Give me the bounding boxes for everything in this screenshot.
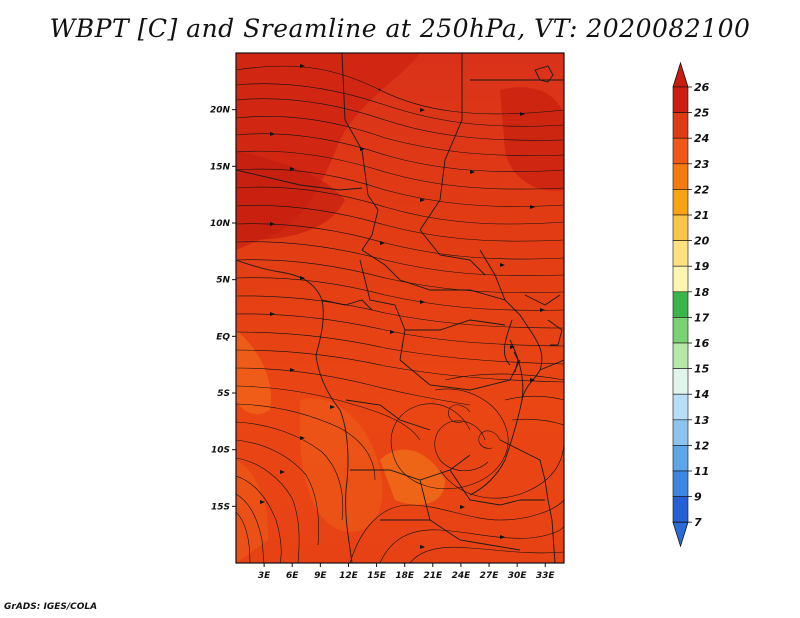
lon-tick-label: 33E <box>536 571 556 581</box>
colorbar-label: 13 <box>694 414 710 427</box>
colorbar-label: 21 <box>694 209 709 222</box>
colorbar-segment <box>672 496 689 523</box>
colorbar-label: 7 <box>694 516 702 529</box>
colorbar-segment <box>672 265 689 293</box>
colorbar-label: 18 <box>694 286 710 299</box>
colorbar-label: 11 <box>694 465 709 478</box>
lon-tick-label: 6E <box>286 571 299 581</box>
colorbar-segment <box>672 240 689 267</box>
lat-tick-label: 20N <box>210 106 231 116</box>
lon-tick-label: 3E <box>258 571 271 581</box>
lon-tick-label: 30E <box>508 571 528 581</box>
map-frame <box>235 52 565 564</box>
colorbar-segment <box>672 112 689 139</box>
colorbar-label: 23 <box>694 158 710 171</box>
colorbar-label: 26 <box>694 81 710 94</box>
colorbar-top-arrow <box>672 61 689 88</box>
colorbar-label: 25 <box>694 107 710 120</box>
colorbar-segment <box>672 342 689 369</box>
colorbar-label: 14 <box>694 388 709 401</box>
colorbar-segment <box>672 163 689 190</box>
lon-tick-label: 15E <box>367 571 387 581</box>
colorbar-segment <box>672 419 689 446</box>
lon-tick-label: 9E <box>314 571 327 581</box>
lon-tick-label: 24E <box>452 571 472 581</box>
colorbar-segment <box>672 291 689 318</box>
colorbar-label: 17 <box>694 311 710 324</box>
colorbar-segment <box>672 214 689 241</box>
colorbar-segment <box>672 445 689 472</box>
lat-tick-label: 15N <box>210 162 231 172</box>
colorbar: 26 25 24 23 22 21 20 19 18 17 16 15 14 13 12 11 9 7 <box>672 61 710 548</box>
lat-tick-label: EQ <box>216 332 230 342</box>
colorbar-segment <box>672 86 689 113</box>
colorbar-segment <box>672 470 689 497</box>
lon-tick-label: 27E <box>480 571 500 581</box>
lon-tick-label: 12E <box>339 571 359 581</box>
colorbar-label: 15 <box>694 363 710 376</box>
colorbar-label: 20 <box>694 235 710 248</box>
colorbar-segment <box>672 393 689 421</box>
colorbar-segment <box>672 317 689 344</box>
grads-credit: GrADS: IGES/COLA <box>4 602 98 612</box>
colorbar-label: 22 <box>694 183 710 196</box>
streamlines <box>236 65 564 563</box>
colorbar-bottom-arrow <box>672 521 689 548</box>
colorbar-segment <box>672 137 689 165</box>
colorbar-segment <box>672 189 689 216</box>
lat-tick-label: 15S <box>211 502 230 512</box>
streamline-arrows <box>260 64 545 549</box>
colorbar-label: 19 <box>694 260 710 273</box>
lat-tick-label: 10S <box>211 446 230 456</box>
wbpt-field <box>236 53 564 563</box>
lon-tick-label: 18E <box>395 571 415 581</box>
colorbar-label: 16 <box>694 337 710 350</box>
latitude-axis: 20N 15N 10N 5N EQ 5S 10S 15S <box>210 106 236 512</box>
lat-tick-label: 10N <box>210 219 231 229</box>
lat-tick-label: 5N <box>216 276 230 286</box>
colorbar-label: 12 <box>694 439 710 452</box>
page-title: WBPT [C] and Sreamline at 250hPa, VT: 20… <box>49 14 751 43</box>
lat-tick-label: 5S <box>217 389 230 399</box>
colorbar-label: 24 <box>694 132 709 145</box>
colorbar-label: 9 <box>694 491 702 504</box>
longitude-axis: 3E 6E 9E 12E 15E 18E 21E 24E 27E 30E 33E <box>258 563 556 581</box>
colorbar-segment <box>672 368 689 395</box>
lon-tick-label: 21E <box>423 571 443 581</box>
